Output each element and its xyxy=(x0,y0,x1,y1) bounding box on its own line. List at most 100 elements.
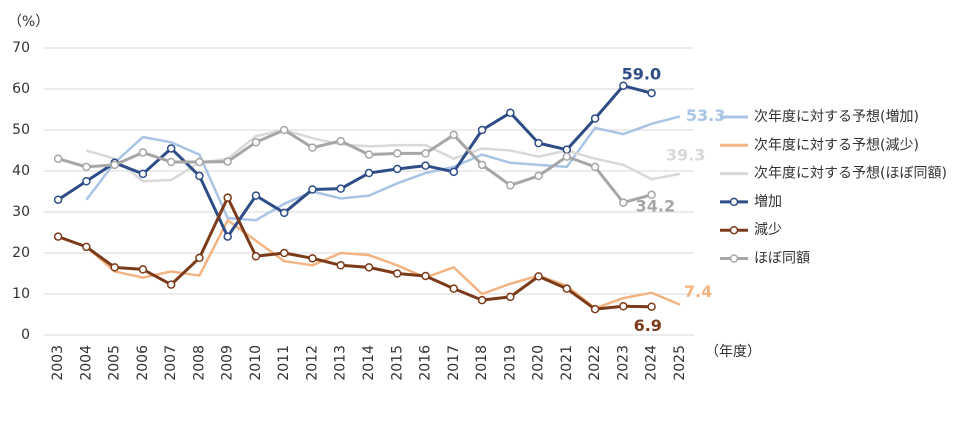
y-tick-label: 50 xyxy=(12,122,30,138)
point xyxy=(477,160,487,170)
legend-label: 次年度に対する予想(減少) xyxy=(754,136,919,153)
point xyxy=(393,269,402,278)
legend-label: ほぼ同額 xyxy=(754,251,810,267)
x-tick-label: 2006 xyxy=(135,345,151,381)
point xyxy=(506,292,515,302)
point xyxy=(449,284,459,293)
legend-label: 減少 xyxy=(754,221,782,238)
legend-marker xyxy=(729,254,739,263)
point xyxy=(562,145,572,154)
x-tick-label: 2009 xyxy=(220,345,236,381)
point xyxy=(562,284,572,293)
point xyxy=(619,198,628,207)
x-tick-label: 2013 xyxy=(333,345,349,381)
point xyxy=(336,136,345,146)
x-tick-label: 2011 xyxy=(276,345,292,381)
x-tick-label: 2019 xyxy=(502,345,518,381)
series-line xyxy=(86,128,681,183)
x-tick-label: 2005 xyxy=(107,345,123,381)
point xyxy=(279,208,289,218)
point xyxy=(477,125,487,135)
point xyxy=(53,154,63,163)
x-tick-label: 2016 xyxy=(418,345,434,381)
legend-marker xyxy=(729,197,739,207)
y-tick-label: 40 xyxy=(12,163,30,179)
data-label: 59.0 xyxy=(622,65,661,84)
point xyxy=(166,280,176,289)
series-line xyxy=(57,196,652,311)
x-tick-label: 2022 xyxy=(587,345,603,381)
x-tick-label: 2021 xyxy=(559,345,575,381)
series-line xyxy=(85,115,681,222)
point xyxy=(506,108,515,118)
data-label: 34.2 xyxy=(636,196,675,215)
point xyxy=(223,157,232,166)
y-tick-label: 30 xyxy=(12,204,30,220)
point xyxy=(336,184,345,193)
point xyxy=(251,191,261,200)
point xyxy=(619,302,628,311)
point xyxy=(251,138,261,147)
point xyxy=(82,177,91,186)
x-tick-label: 2007 xyxy=(163,345,179,381)
point xyxy=(534,171,543,181)
point xyxy=(53,232,63,241)
legend-label: 増加 xyxy=(754,194,782,210)
point xyxy=(166,157,176,167)
point xyxy=(82,242,91,252)
x-tick-label: 2004 xyxy=(78,345,94,381)
point xyxy=(647,302,656,311)
point xyxy=(308,143,317,152)
series-line xyxy=(57,84,652,239)
point xyxy=(619,81,628,90)
data-label: 6.9 xyxy=(634,316,662,335)
point xyxy=(364,150,374,159)
point xyxy=(223,193,232,202)
y-tick-label: 10 xyxy=(12,286,30,302)
point xyxy=(590,304,600,314)
legend-label: 次年度に対する予想(増加) xyxy=(754,109,919,125)
y-tick-label: 60 xyxy=(12,81,30,97)
point xyxy=(364,263,374,272)
point xyxy=(279,248,289,258)
point xyxy=(166,144,176,153)
data-label: 39.3 xyxy=(666,145,705,164)
point xyxy=(138,169,148,179)
x-tick-label: 2023 xyxy=(615,345,631,381)
point xyxy=(393,164,402,174)
point xyxy=(279,125,289,135)
y-tick-label: 0 xyxy=(21,327,30,343)
point xyxy=(364,168,374,178)
data-label: 53.3 xyxy=(686,106,725,125)
point xyxy=(506,181,515,190)
point xyxy=(449,167,459,177)
point xyxy=(449,130,459,140)
point xyxy=(421,149,430,158)
point xyxy=(477,295,487,305)
point xyxy=(421,161,430,170)
legend-label: 次年度に対する予想(ほぼ同額) xyxy=(754,166,947,182)
point xyxy=(534,138,543,148)
series-line xyxy=(57,128,653,205)
x-tick-label: 2018 xyxy=(474,345,490,381)
y-tick-label: 70 xyxy=(12,40,30,56)
point xyxy=(82,162,91,172)
x-tick-label: 2012 xyxy=(304,345,320,381)
x-axis-label: （年度） xyxy=(705,344,761,360)
series-line xyxy=(85,218,681,310)
point xyxy=(647,190,656,200)
legend-marker xyxy=(729,225,739,235)
x-tick-label: 2017 xyxy=(446,345,462,381)
x-tick-label: 2003 xyxy=(50,345,66,381)
point xyxy=(534,272,543,281)
x-tick-label: 2015 xyxy=(389,345,405,381)
point xyxy=(647,88,656,98)
point xyxy=(110,160,119,170)
point xyxy=(590,114,600,123)
point xyxy=(138,148,148,157)
point xyxy=(195,157,204,167)
x-tick-label: 2025 xyxy=(672,345,688,381)
point xyxy=(308,185,317,194)
x-tick-label: 2010 xyxy=(248,345,264,381)
